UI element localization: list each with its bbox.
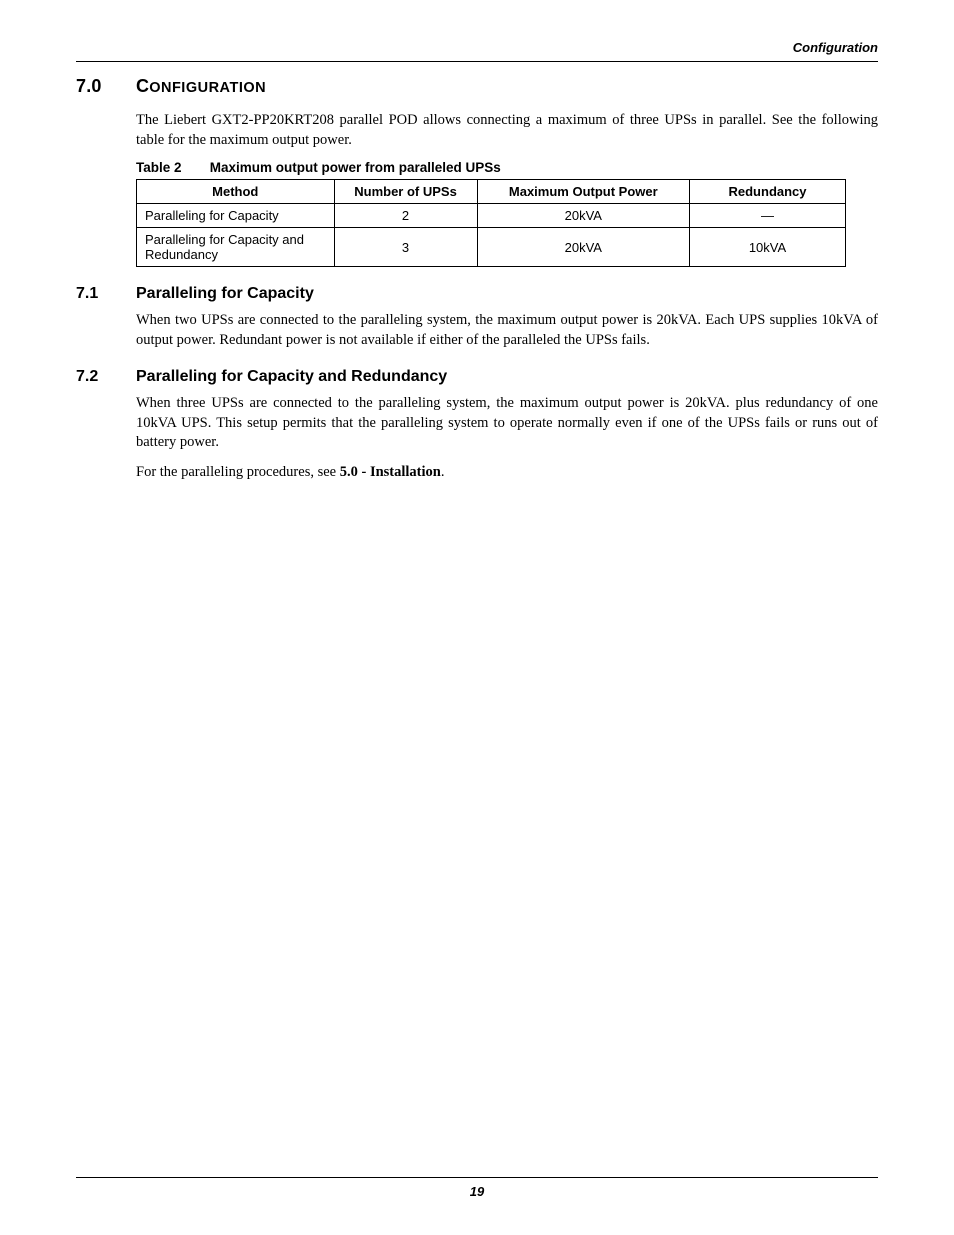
table-cell: —: [690, 204, 846, 228]
table-header-cell: Number of UPSs: [334, 180, 477, 204]
section-title: CONFIGURATION: [136, 76, 266, 97]
sub2-para2-pre: For the paralleling procedures, see: [136, 464, 340, 480]
section-title-rest: ONFIGURATION: [149, 80, 266, 96]
table-cell: 10kVA: [690, 228, 846, 267]
sub2-paragraph-1: When three UPSs are connected to the par…: [136, 394, 878, 453]
sub2-paragraph-2: For the paralleling procedures, see 5.0 …: [136, 463, 878, 483]
page-number: 19: [470, 1184, 484, 1199]
table-header-row: Method Number of UPSs Maximum Output Pow…: [137, 180, 846, 204]
table-header-cell: Redundancy: [690, 180, 846, 204]
table-row: Paralleling for Capacity and Redundancy …: [137, 228, 846, 267]
sub2-para2-ref: 5.0 - Installation: [340, 464, 441, 480]
table-cell: 20kVA: [477, 228, 689, 267]
table-cell: Paralleling for Capacity and Redundancy: [137, 228, 335, 267]
intro-paragraph: The Liebert GXT2-PP20KRT208 parallel POD…: [136, 111, 878, 150]
page-footer: 19: [76, 1177, 878, 1199]
subsection-title: Paralleling for Capacity: [136, 285, 314, 303]
table-caption-label: Table 2: [136, 160, 206, 175]
table-cell: 20kVA: [477, 204, 689, 228]
table-caption-title: Maximum output power from paralleled UPS…: [210, 160, 501, 175]
page-container: Configuration 7.0 CONFIGURATION The Lieb…: [0, 0, 954, 483]
table-header-cell: Method: [137, 180, 335, 204]
running-head: Configuration: [76, 40, 878, 62]
section-title-initial: C: [136, 76, 149, 96]
section-number: 7.0: [76, 76, 110, 97]
table-cell: 3: [334, 228, 477, 267]
max-output-table: Method Number of UPSs Maximum Output Pow…: [136, 179, 846, 267]
subsection-number: 7.1: [76, 285, 110, 303]
section-heading: 7.0 CONFIGURATION: [76, 76, 878, 97]
subsection-title: Paralleling for Capacity and Redundancy: [136, 368, 447, 386]
table-header-cell: Maximum Output Power: [477, 180, 689, 204]
table-cell: 2: [334, 204, 477, 228]
table-row: Paralleling for Capacity 2 20kVA —: [137, 204, 846, 228]
subsection-number: 7.2: [76, 368, 110, 386]
table-caption: Table 2 Maximum output power from parall…: [136, 160, 878, 175]
subsection-heading: 7.2 Paralleling for Capacity and Redunda…: [76, 368, 878, 386]
table-cell: Paralleling for Capacity: [137, 204, 335, 228]
subsection-heading: 7.1 Paralleling for Capacity: [76, 285, 878, 303]
sub2-para2-post: .: [441, 464, 445, 480]
sub1-paragraph: When two UPSs are connected to the paral…: [136, 311, 878, 350]
